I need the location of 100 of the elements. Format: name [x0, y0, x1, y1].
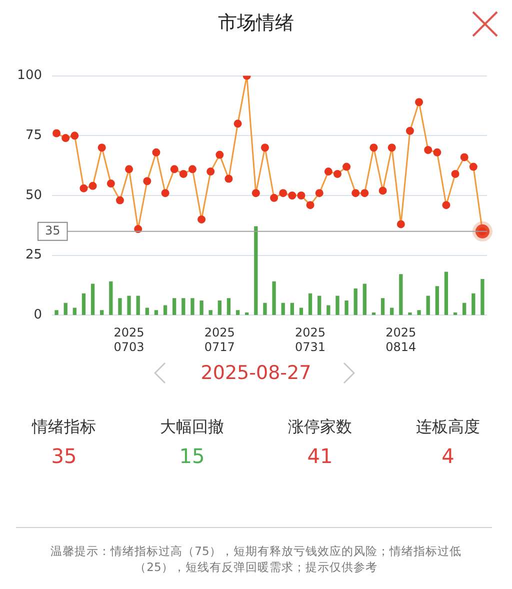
bar [190, 298, 194, 316]
point [206, 168, 215, 176]
bar [408, 312, 412, 316]
point [234, 120, 242, 128]
y-tick-label: 75 [25, 128, 42, 144]
x-tick-label: 2025 0814 [386, 326, 416, 354]
bar [480, 278, 484, 316]
point [52, 129, 61, 138]
ref-line-label: 35 [44, 224, 60, 238]
bar [254, 226, 258, 316]
bar [118, 298, 122, 316]
text: 4 [440, 444, 456, 468]
point [80, 184, 88, 192]
x-tick-label: 2025 0703 [114, 326, 144, 354]
point [424, 146, 432, 154]
chart-title: 市场情绪 [217, 11, 295, 36]
point [188, 165, 196, 174]
x-tick-label: 2025 0731 [295, 326, 326, 354]
bar [444, 272, 448, 316]
bar [226, 298, 231, 316]
bar [182, 298, 186, 316]
bar [145, 308, 149, 316]
point [152, 148, 160, 156]
bar [472, 293, 476, 316]
bar [245, 312, 249, 316]
point [116, 196, 124, 204]
point [342, 162, 351, 171]
bar [462, 302, 466, 316]
bar [72, 308, 76, 316]
bar [200, 300, 204, 316]
bar [127, 296, 131, 316]
bar [172, 298, 176, 316]
point [306, 201, 314, 210]
point [352, 189, 360, 198]
point [70, 132, 79, 140]
point [270, 194, 278, 202]
point [360, 189, 369, 198]
point [297, 192, 306, 200]
x-tick-label: 2025 0717 [204, 326, 235, 354]
point [106, 180, 115, 188]
point [198, 215, 206, 224]
point [98, 144, 106, 152]
bar [136, 296, 140, 316]
point [333, 170, 342, 178]
point [170, 165, 178, 174]
bar [299, 308, 304, 316]
point [442, 201, 450, 210]
point [370, 144, 378, 152]
point [315, 189, 324, 198]
text: 41 [306, 444, 334, 468]
bar [208, 310, 212, 316]
bar [390, 308, 394, 316]
point [88, 182, 97, 190]
bar [372, 312, 376, 316]
bar [163, 305, 168, 316]
point [161, 189, 170, 198]
bar [344, 300, 348, 316]
point [288, 192, 296, 200]
bar [64, 302, 68, 316]
bar [308, 293, 312, 316]
text: 2025-08-27 [200, 362, 312, 384]
text: 涨停家数 [287, 417, 353, 438]
y-tick-label: 50 [25, 188, 42, 203]
bar [281, 302, 285, 316]
bar [82, 293, 86, 316]
point [415, 98, 424, 106]
text: 35 [50, 444, 78, 468]
bar [362, 284, 366, 316]
point [125, 165, 134, 174]
point [179, 170, 188, 178]
point [279, 189, 288, 198]
bar [318, 296, 322, 316]
text: 15 [178, 444, 206, 468]
bar [236, 310, 240, 316]
point [143, 177, 152, 186]
point [460, 153, 468, 162]
y-tick-label: 100 [17, 68, 42, 84]
point [62, 134, 70, 142]
bar [453, 312, 458, 316]
bar [426, 296, 430, 316]
point [406, 126, 414, 135]
point [224, 174, 233, 183]
point [216, 150, 224, 159]
bar [54, 310, 58, 316]
bar [109, 281, 113, 316]
bar [326, 305, 330, 316]
point [324, 168, 332, 176]
point [252, 189, 260, 198]
bar [417, 310, 421, 316]
bar [154, 310, 158, 316]
bar [100, 310, 104, 316]
bar [272, 281, 276, 316]
bar [336, 296, 340, 316]
point [433, 148, 442, 156]
bar [354, 288, 358, 316]
point [451, 170, 460, 178]
bar [435, 286, 439, 316]
bar [90, 284, 95, 316]
point [396, 220, 405, 228]
bar [263, 302, 267, 316]
